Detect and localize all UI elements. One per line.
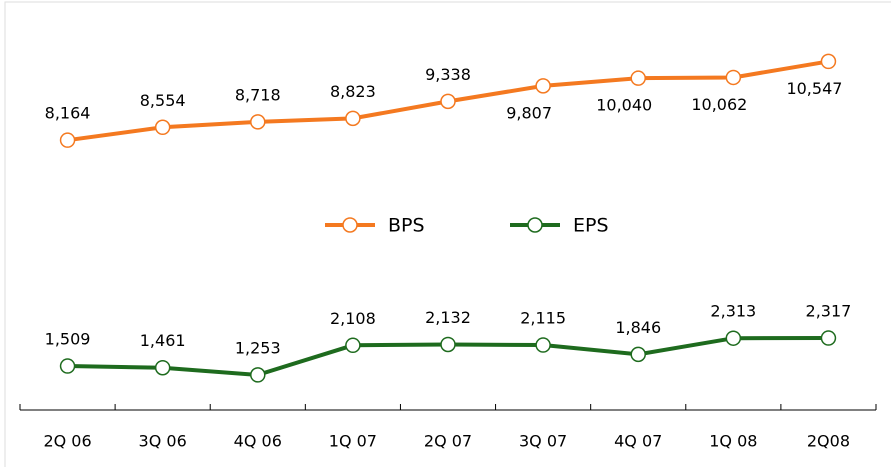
data-point — [154, 359, 171, 376]
x-tick-label: 1Q 07 — [329, 432, 377, 451]
legend-label: BPS — [388, 215, 425, 237]
data-label: 2,115 — [520, 309, 566, 328]
data-point — [630, 70, 646, 86]
data-point — [820, 53, 837, 70]
data-point — [725, 330, 742, 346]
data-label: 2,313 — [710, 302, 756, 321]
data-label: 10,547 — [786, 79, 842, 98]
x-tick-label: 2Q08 — [807, 432, 850, 451]
data-point — [345, 110, 361, 127]
data-point — [440, 336, 456, 353]
data-point — [535, 78, 551, 94]
data-label: 8,164 — [45, 104, 91, 123]
data-label: 9,338 — [425, 65, 471, 84]
data-label: 8,554 — [140, 91, 186, 110]
frame — [4, 1, 891, 467]
legend-marker — [342, 217, 358, 233]
data-point — [154, 119, 171, 136]
x-tick-label: 4Q 06 — [234, 432, 282, 451]
legend-marker — [527, 217, 543, 233]
data-label: 2,317 — [806, 302, 852, 321]
x-tick-label: 3Q 07 — [519, 432, 567, 451]
x-tick-label: 3Q 06 — [139, 432, 187, 451]
legend-label: EPS — [573, 215, 609, 237]
data-point — [630, 346, 646, 363]
data-label: 2,132 — [425, 308, 471, 327]
data-point — [440, 93, 456, 110]
x-tick-label: 1Q 08 — [709, 432, 757, 451]
data-point — [250, 114, 266, 130]
data-point — [725, 69, 742, 86]
data-label: 9,807 — [506, 103, 552, 122]
data-label: 2,108 — [330, 309, 376, 328]
data-label: 1,461 — [140, 331, 186, 350]
data-label: 1,509 — [45, 330, 91, 349]
data-point — [535, 337, 551, 353]
x-tick-label: 4Q 07 — [614, 432, 662, 451]
x-tick-label: 2Q 06 — [43, 432, 91, 451]
data-label: 10,040 — [596, 96, 652, 115]
data-point — [345, 337, 361, 354]
x-tick-label: 2Q 07 — [424, 432, 472, 451]
data-point — [250, 367, 266, 383]
data-label: 8,823 — [330, 82, 376, 101]
data-point — [59, 358, 76, 374]
data-label: 8,718 — [235, 85, 281, 104]
data-label: 1,253 — [235, 338, 281, 357]
data-point — [59, 132, 76, 148]
data-label: 1,846 — [615, 318, 661, 337]
data-label: 10,062 — [691, 95, 747, 114]
data-point — [820, 330, 837, 346]
